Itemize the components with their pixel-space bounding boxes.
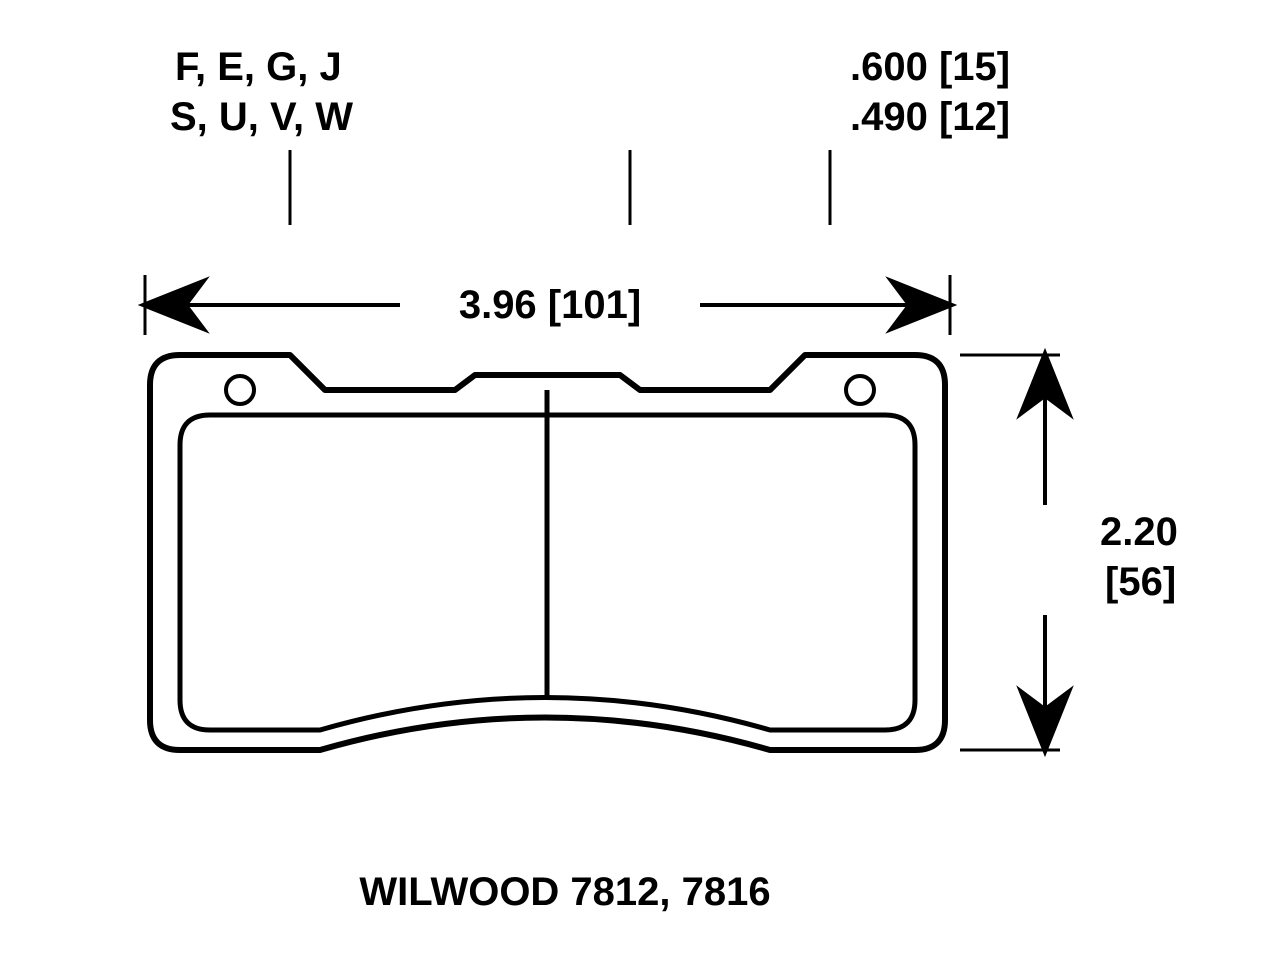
codes-line1: F, E, G, J [175,45,342,89]
thickness-1: .600 [15] [850,45,1010,89]
brake-pad-diagram: F, E, G, J S, U, V, W .600 [15] .490 [12… [0,0,1280,960]
height-dim-label-2: [56] [1105,560,1176,604]
codes-line2: S, U, V, W [170,95,353,139]
hole-right [846,376,874,404]
caption: WILWOOD 7812, 7816 [359,870,770,914]
height-dim-label-1: 2.20 [1100,510,1178,554]
thickness-2: .490 [12] [850,95,1010,139]
width-dim-label: 3.96 [101] [459,283,641,327]
hole-left [226,376,254,404]
